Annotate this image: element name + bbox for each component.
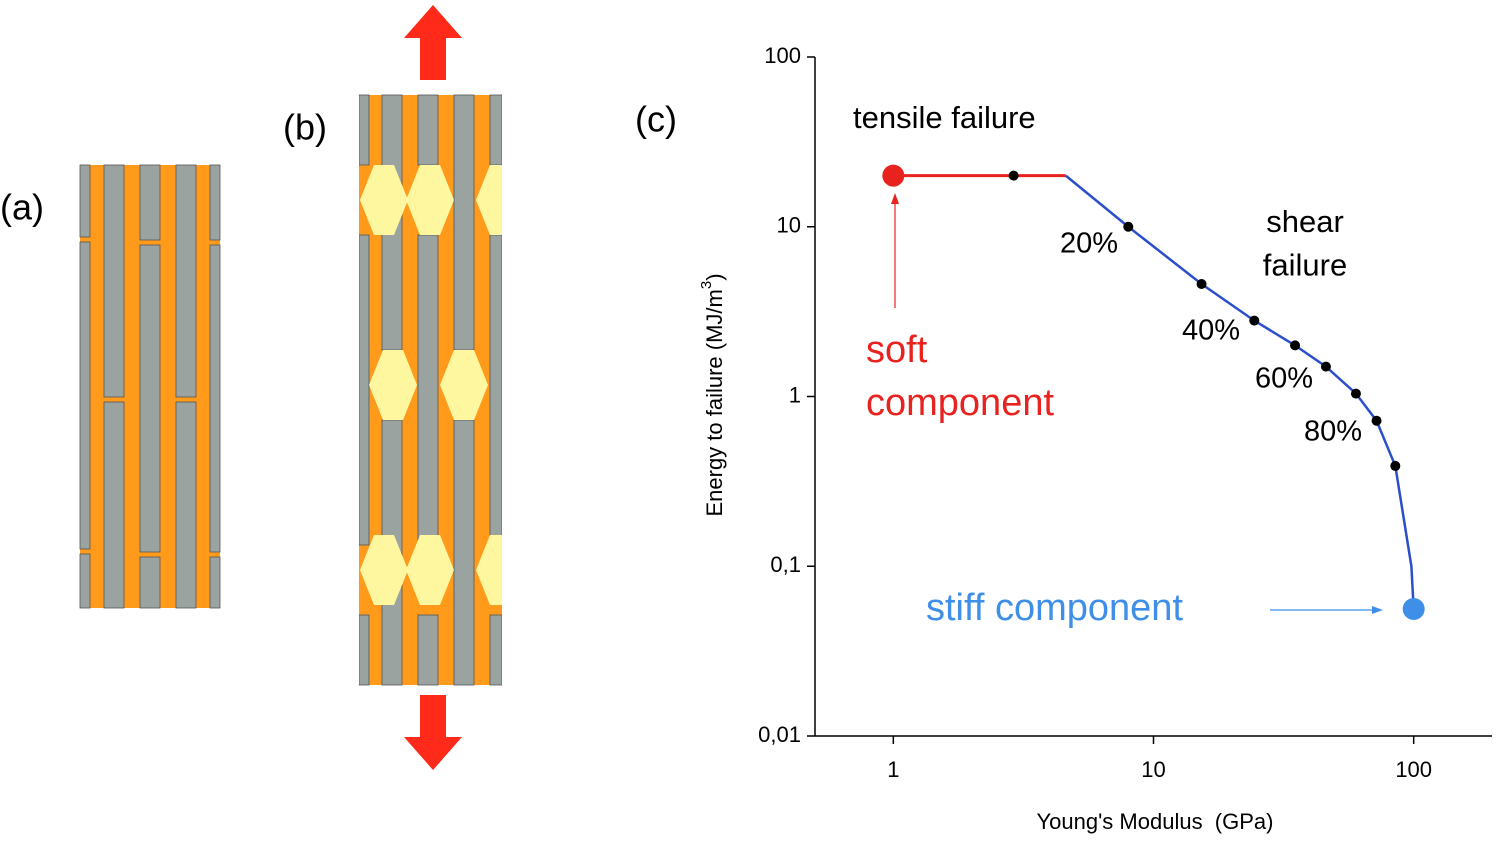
platelet bbox=[489, 94, 503, 166]
platelet bbox=[209, 556, 221, 609]
damage-zone bbox=[406, 165, 454, 235]
point bbox=[1290, 340, 1301, 351]
platelet bbox=[417, 234, 439, 546]
y-tick-label: 0,1 bbox=[770, 552, 801, 577]
annotation: soft bbox=[866, 329, 928, 371]
x-tick-label: 10 bbox=[1141, 757, 1165, 782]
annotation: shear bbox=[1266, 204, 1344, 239]
diagram-b bbox=[330, 94, 532, 686]
damage-zone bbox=[360, 165, 408, 235]
platelet bbox=[79, 241, 91, 550]
y-axis-label-part: 3 bbox=[698, 281, 715, 289]
panel-label: (b) bbox=[283, 107, 327, 148]
panel-label: (c) bbox=[635, 99, 677, 140]
platelet bbox=[139, 556, 161, 609]
platelet bbox=[175, 164, 197, 398]
point bbox=[1371, 415, 1382, 426]
damage-zone bbox=[360, 535, 408, 605]
y-axis-label-part: Energy to failure (MJ/m bbox=[702, 289, 727, 516]
platelet bbox=[489, 234, 503, 546]
y-tick-label: 10 bbox=[777, 213, 801, 238]
y-tick-label: 1 bbox=[789, 382, 801, 407]
damage-zone bbox=[406, 535, 454, 605]
x-axis-label: Young's Modulus (GPa) bbox=[1037, 809, 1274, 834]
stiff-arrowhead bbox=[1372, 606, 1383, 614]
diagram-a bbox=[79, 164, 221, 609]
platelet bbox=[417, 94, 439, 166]
platelet bbox=[358, 614, 370, 686]
point bbox=[1390, 460, 1401, 471]
annotation: tensile failure bbox=[853, 100, 1036, 135]
endpoint bbox=[882, 164, 905, 187]
arrow-up bbox=[404, 5, 462, 80]
point bbox=[1008, 170, 1019, 181]
platelet bbox=[209, 244, 221, 553]
platelet bbox=[175, 401, 197, 609]
platelet bbox=[417, 614, 439, 686]
annotation: failure bbox=[1263, 248, 1347, 283]
x-tick-label: 1 bbox=[887, 757, 899, 782]
annotation: 40% bbox=[1182, 315, 1240, 347]
soft-arrowhead bbox=[891, 193, 899, 204]
platelet bbox=[79, 553, 91, 609]
panel-label: (a) bbox=[0, 187, 44, 228]
y-axis-label: Energy to failure (MJ/m3) bbox=[698, 273, 727, 516]
platelet bbox=[139, 164, 161, 241]
platelet bbox=[358, 94, 370, 166]
platelet bbox=[103, 164, 125, 398]
annotation: stiff component bbox=[926, 587, 1183, 629]
platelet bbox=[358, 234, 370, 546]
x-tick-label: 100 bbox=[1395, 757, 1432, 782]
damage-zone bbox=[440, 350, 488, 420]
point bbox=[1350, 388, 1361, 399]
chart: 0,01 0,1 1 10 100 1 10 100 Young's Modulus (GPa)… bbox=[698, 43, 1492, 834]
platelet bbox=[489, 614, 503, 686]
point bbox=[1123, 221, 1134, 232]
platelet bbox=[209, 164, 221, 241]
annotation: 20% bbox=[1060, 228, 1118, 260]
point bbox=[1320, 361, 1331, 372]
point bbox=[1249, 315, 1260, 326]
clip-left bbox=[330, 95, 359, 685]
endpoint bbox=[1402, 597, 1425, 620]
point bbox=[1196, 278, 1207, 289]
arrow-down bbox=[404, 695, 462, 770]
annotation: 80% bbox=[1304, 416, 1362, 448]
platelet bbox=[139, 244, 161, 553]
platelet bbox=[79, 164, 91, 238]
clip-right bbox=[502, 95, 532, 685]
platelet bbox=[453, 419, 475, 686]
y-axis-label-part: ) bbox=[702, 273, 727, 280]
platelet bbox=[453, 94, 475, 351]
annotation: component bbox=[866, 382, 1054, 424]
y-tick-label: 0,01 bbox=[758, 722, 801, 747]
y-tick-label: 100 bbox=[764, 43, 801, 68]
annotation: 60% bbox=[1255, 363, 1313, 395]
platelet bbox=[103, 401, 125, 609]
damage-zone bbox=[369, 350, 417, 420]
